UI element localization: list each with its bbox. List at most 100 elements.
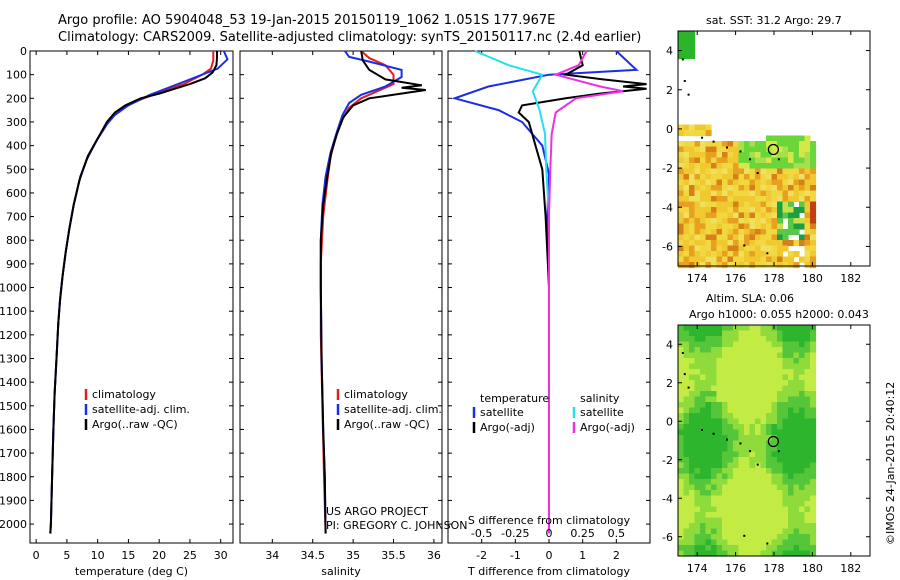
map-cell	[777, 479, 784, 486]
map-cell	[700, 245, 707, 252]
map-cell	[744, 457, 751, 464]
y-tick-label: 2000	[0, 518, 27, 531]
coast-dot	[726, 438, 728, 441]
map-cell	[689, 336, 696, 343]
map-title-sla: Altim. SLA: 0.06	[706, 292, 794, 305]
map-cell	[810, 457, 817, 464]
map-cell	[694, 245, 701, 252]
map-cell	[777, 245, 784, 252]
map-cell	[760, 201, 767, 208]
map-cell	[771, 457, 778, 464]
map-cell	[810, 473, 817, 480]
y-tick-label: 800	[6, 234, 27, 247]
map-cell	[694, 179, 701, 186]
map-cell	[711, 512, 718, 519]
map-cell	[727, 330, 734, 337]
map-cell	[766, 347, 773, 354]
x-axis-label: T difference from climatology	[467, 565, 630, 578]
coast-dot	[681, 58, 684, 61]
map-cell	[788, 512, 795, 519]
map-cell	[689, 229, 696, 236]
map-cell	[722, 352, 729, 359]
map-cell	[793, 429, 800, 436]
map-cell	[683, 245, 690, 252]
map-cell	[766, 330, 773, 337]
map-cell	[722, 325, 729, 332]
map-cell	[810, 201, 817, 208]
map-cell	[727, 402, 734, 409]
map-cell	[788, 369, 795, 376]
map-cell	[727, 341, 734, 348]
map-cell	[760, 157, 767, 164]
map-cell	[793, 512, 800, 519]
map-cell	[782, 402, 789, 409]
map-cell	[683, 396, 690, 403]
map-cell	[749, 336, 756, 343]
map-cell	[749, 380, 756, 387]
map-cell	[755, 330, 762, 337]
map-cell	[694, 506, 701, 513]
map-cell	[788, 168, 795, 175]
map-cell	[788, 462, 795, 469]
series-line-climatology	[49, 51, 215, 534]
map-cell	[777, 440, 784, 447]
map-cell	[689, 484, 696, 491]
map-cell	[782, 190, 789, 197]
map-cell	[744, 501, 751, 508]
map-cell	[716, 229, 723, 236]
coast-dot	[712, 432, 715, 435]
map-cell	[782, 457, 789, 464]
map-cell	[722, 473, 729, 480]
map-cell	[755, 245, 762, 252]
map-cell	[694, 479, 701, 486]
map-cell	[766, 325, 773, 332]
map-cell	[755, 424, 762, 431]
map-cell	[749, 506, 756, 513]
map-cell	[766, 523, 773, 530]
map-cell	[760, 262, 767, 269]
map-cell	[793, 218, 800, 225]
map-cell	[700, 369, 707, 376]
map-cell	[799, 352, 806, 359]
map-cell	[733, 251, 740, 258]
map-cell	[700, 402, 707, 409]
map-cell	[799, 501, 806, 508]
map-cell	[788, 413, 795, 420]
map-cell	[810, 190, 817, 197]
map-cell	[782, 462, 789, 469]
map-cell	[716, 146, 723, 153]
map-cell	[749, 512, 756, 519]
map-cell	[799, 185, 806, 192]
map-cell	[744, 262, 751, 269]
map-cell	[766, 545, 773, 552]
map-cell	[799, 240, 806, 247]
map-cell	[722, 495, 729, 502]
map-cell	[738, 407, 745, 414]
map-cell	[771, 440, 778, 447]
map-cell	[749, 245, 756, 252]
map-cell	[793, 229, 800, 236]
map-cell	[700, 196, 707, 203]
map-cell	[755, 380, 762, 387]
map-cell	[744, 484, 751, 491]
map-cell	[804, 506, 811, 513]
map-cell	[689, 534, 696, 541]
map-cell	[766, 446, 773, 453]
map-cell	[771, 201, 778, 208]
map-cell	[711, 446, 718, 453]
map-cell	[760, 251, 767, 258]
map-cell	[722, 385, 729, 392]
map-cell	[782, 413, 789, 420]
map-cell	[804, 190, 811, 197]
legend-label: satellite	[580, 406, 624, 419]
map-cell	[777, 407, 784, 414]
map-cell	[755, 336, 762, 343]
map-cell	[749, 451, 756, 458]
map-cell	[804, 550, 811, 557]
map-cell	[705, 141, 712, 148]
series-line-climatology	[319, 50, 395, 534]
map-cell	[804, 407, 811, 414]
map-cell	[771, 146, 778, 153]
map-cell	[678, 385, 685, 392]
map-cell	[678, 234, 685, 241]
